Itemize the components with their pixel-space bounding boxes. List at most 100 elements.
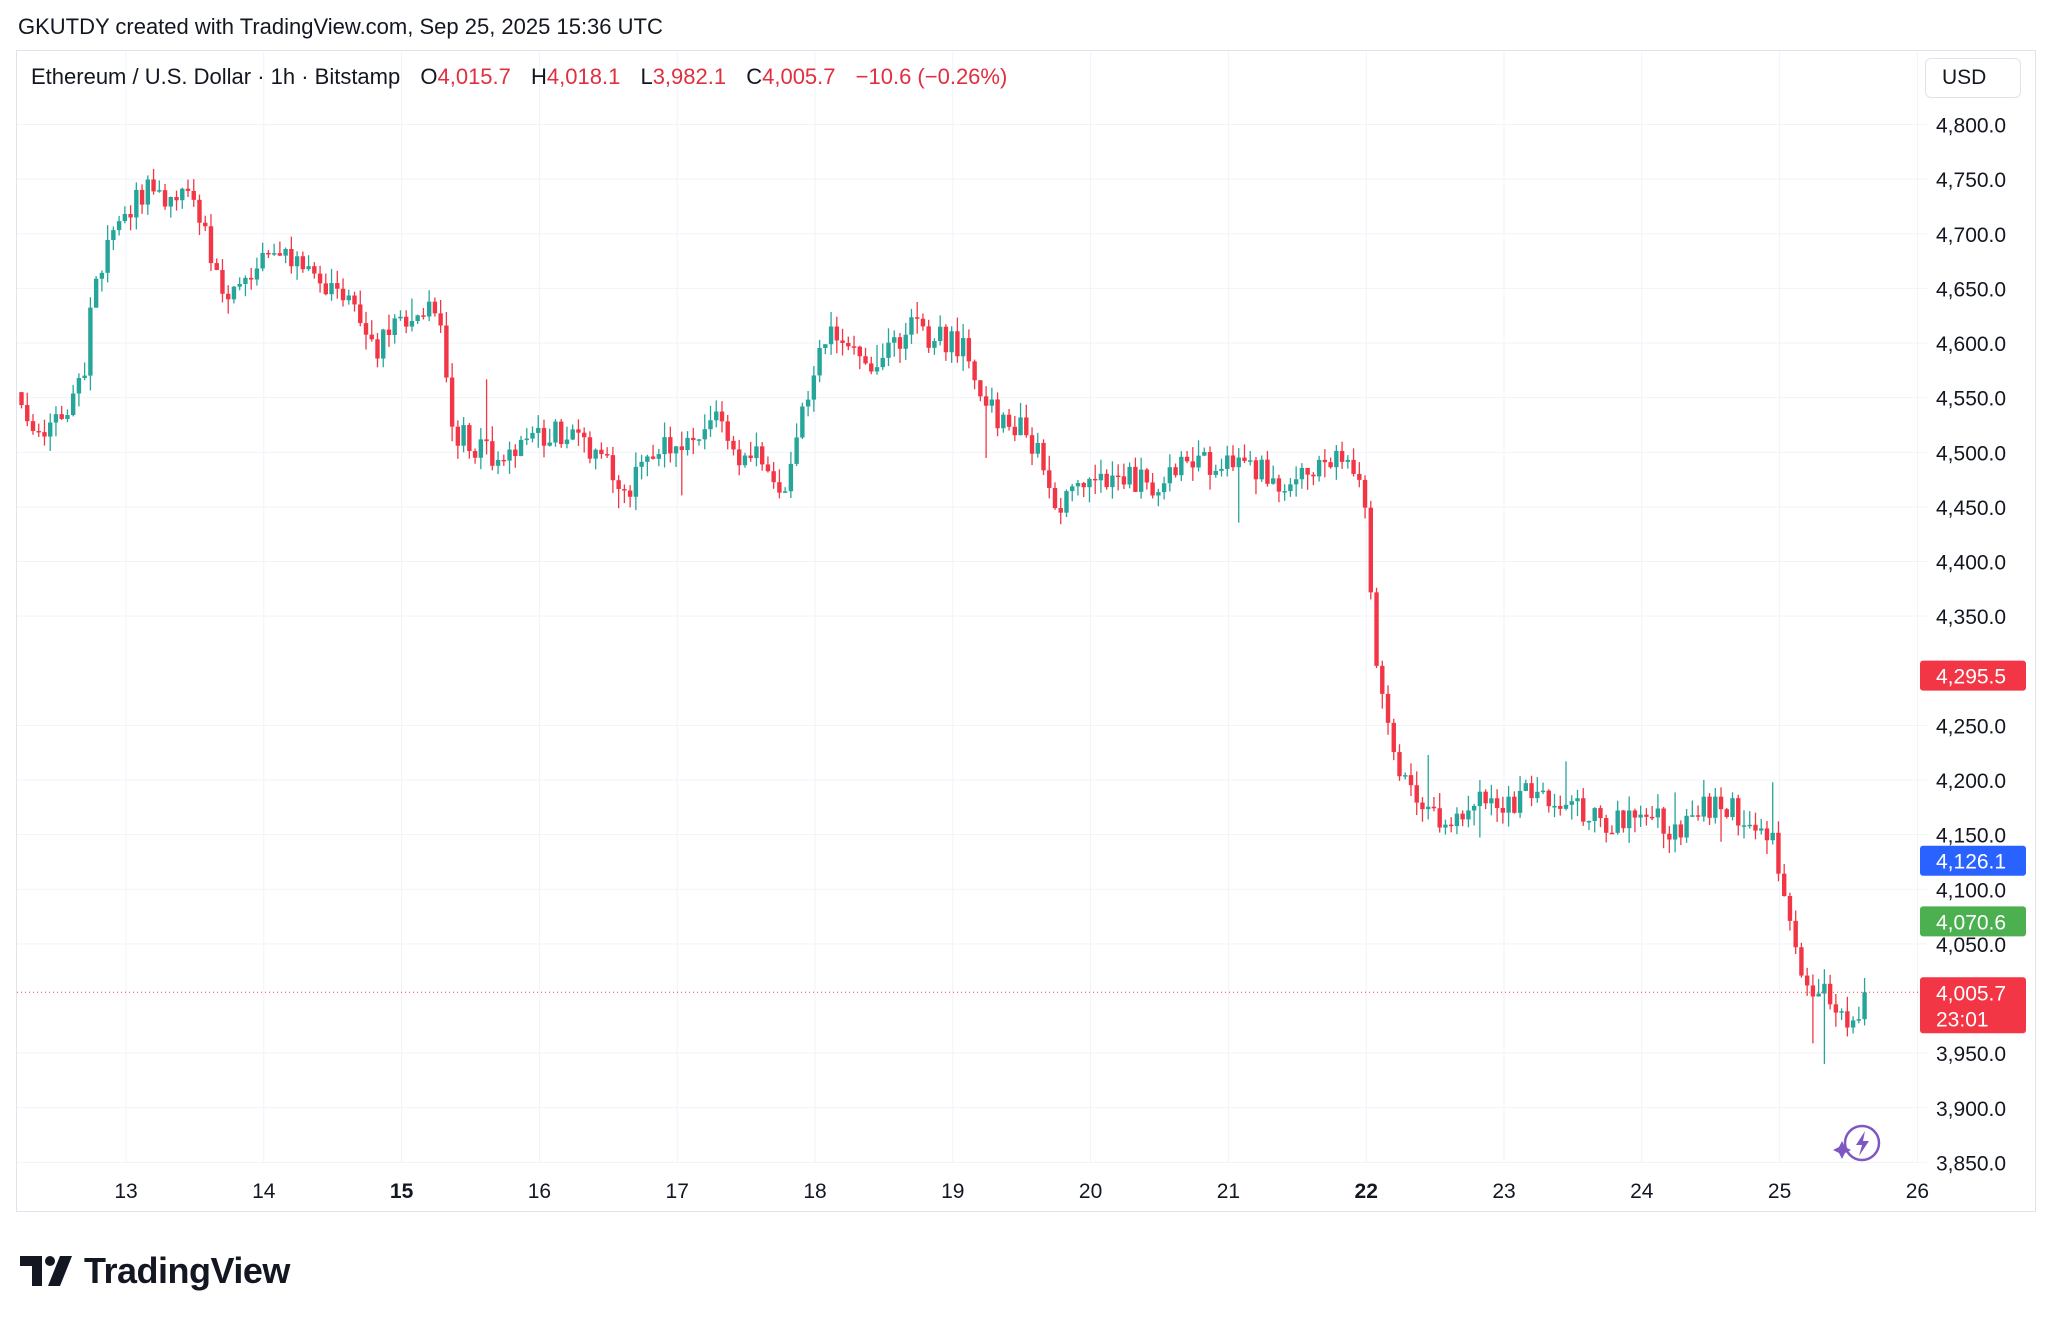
candle-body <box>277 253 283 256</box>
candlestick-chart[interactable]: 4,800.0 4,750.0 4,700.0 4,650.0 4,600.0 4,550… <box>0 0 2052 1220</box>
candle-body <box>1833 1004 1839 1013</box>
candle-body <box>490 441 495 466</box>
candle-body <box>1460 813 1465 820</box>
candle-body <box>823 344 828 348</box>
candle-body <box>742 455 748 466</box>
close-value: 4,005.7 <box>762 64 836 89</box>
candle-body <box>1322 459 1328 463</box>
candle-body <box>960 338 966 357</box>
candle-body <box>1391 722 1396 753</box>
y-tick-label: 4,450.0 <box>1936 497 2006 520</box>
candle-body <box>260 252 265 269</box>
candle-body <box>1115 475 1121 478</box>
candle-body <box>1041 442 1046 471</box>
candle-body <box>777 482 782 493</box>
candle-body <box>518 439 524 456</box>
candle-body <box>1374 592 1379 666</box>
candle-body <box>536 427 541 433</box>
candle-body <box>162 190 168 207</box>
candle-body <box>1299 467 1305 480</box>
candle-body <box>432 301 438 314</box>
candle-body <box>392 318 397 336</box>
candle-body <box>1161 483 1167 493</box>
candle-body <box>1787 896 1793 921</box>
candle-body <box>1523 783 1529 791</box>
candle-body <box>1776 832 1781 874</box>
chart-frame <box>16 50 2036 1212</box>
candle-body <box>920 318 926 327</box>
candle-body <box>139 189 145 205</box>
candle-body <box>805 399 811 407</box>
candle-body <box>323 283 329 295</box>
y-tick-label: 4,250.0 <box>1936 715 2006 738</box>
candle-body <box>1328 462 1333 468</box>
candle-body <box>294 256 300 267</box>
candle-body <box>375 339 380 359</box>
candle-body <box>702 429 707 440</box>
candle-body <box>995 399 1000 429</box>
candle-body <box>811 375 817 400</box>
candle-body <box>782 491 788 493</box>
candle-body <box>1483 791 1488 804</box>
candle-body <box>134 189 139 218</box>
price-badge <box>1920 845 2026 876</box>
x-tick-label: 19 <box>941 1180 964 1203</box>
candle-body <box>1443 824 1448 828</box>
candle-body <box>1672 824 1678 840</box>
candle-body <box>1489 798 1494 804</box>
candle-body <box>231 286 237 300</box>
candle-body <box>266 252 271 255</box>
tradingview-logo[interactable]: TradingView <box>20 1250 290 1292</box>
candle-body <box>610 455 616 481</box>
candle-body <box>1799 947 1804 976</box>
candle-body <box>1431 806 1437 809</box>
candle-body <box>317 273 323 284</box>
x-tick-label: 13 <box>114 1180 137 1203</box>
candle-body <box>1035 442 1040 454</box>
candle-body <box>306 266 311 270</box>
candle-body <box>1276 478 1282 492</box>
price-badge-label: 4,005.7 <box>1936 982 2006 1005</box>
candle-body <box>1552 805 1557 808</box>
candle-body <box>794 437 799 464</box>
candle-body <box>1179 456 1184 476</box>
candle-body <box>696 439 702 441</box>
open-value: 4,015.7 <box>437 64 511 89</box>
candle-body <box>1575 798 1580 802</box>
candle-body <box>1535 791 1540 799</box>
candle-body <box>748 455 753 459</box>
candle-body <box>828 326 834 345</box>
candle-body <box>1213 470 1218 475</box>
candle-body <box>1196 455 1201 468</box>
candle-body <box>1529 783 1534 799</box>
candle-body <box>673 446 679 454</box>
candle-body <box>570 429 575 440</box>
x-tick-label: 23 <box>1492 1180 1515 1203</box>
candle-body <box>1781 873 1787 897</box>
candle-body <box>48 422 53 437</box>
candle-body <box>1288 484 1293 492</box>
price-badge-label: 4,126.1 <box>1936 851 2006 874</box>
candle-body <box>105 239 110 273</box>
candle-body <box>340 288 346 301</box>
candle-body <box>444 325 449 378</box>
candle-body <box>576 429 581 433</box>
candle-body <box>840 340 845 343</box>
candle-body <box>1466 810 1471 820</box>
price-badge <box>1920 977 2026 1034</box>
candle-body <box>1259 459 1264 480</box>
candle-body <box>530 432 535 439</box>
candle-body <box>1110 475 1115 488</box>
candle-body <box>1563 804 1569 809</box>
lightning-bolt-icon <box>1856 1131 1869 1156</box>
candle-body <box>599 449 604 455</box>
candle-body <box>426 301 432 317</box>
candle-body <box>1437 808 1442 828</box>
candle-body <box>1810 985 1816 997</box>
candle-body <box>1138 469 1144 492</box>
candle-body <box>1098 473 1104 481</box>
candle-body <box>484 439 489 442</box>
candle-body <box>1397 752 1402 777</box>
candle-body <box>1684 815 1689 838</box>
currency-selector[interactable]: USD <box>1925 58 2021 98</box>
